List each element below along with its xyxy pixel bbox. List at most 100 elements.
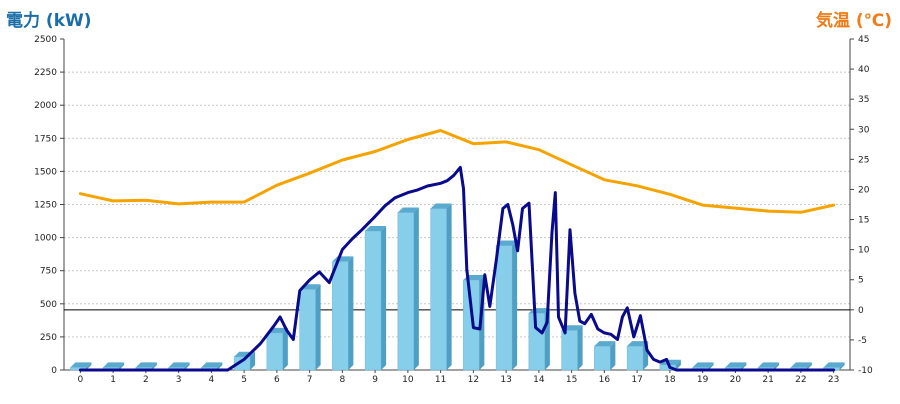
bar-top	[135, 362, 157, 368]
y-left-tick-label: 2000	[34, 101, 57, 111]
y-right-tick-label: 40	[858, 65, 870, 75]
bar-top	[365, 225, 387, 231]
y-left-axis-title: 電力 (kW)	[6, 11, 92, 31]
x-tick-label: 22	[795, 375, 806, 385]
bar-side	[381, 225, 387, 370]
x-tick-label: 2	[143, 375, 149, 385]
y-left-tick-label: 1250	[34, 201, 57, 211]
bar-side	[610, 341, 616, 370]
bar	[332, 261, 349, 371]
bar	[495, 245, 513, 371]
y-right-tick-label: 30	[858, 125, 870, 135]
bar	[594, 345, 611, 371]
bar-top	[103, 362, 125, 368]
bar-side	[741, 362, 747, 370]
bar	[397, 212, 415, 371]
bar	[266, 332, 284, 371]
bar-side	[86, 362, 92, 370]
x-tick-label: 10	[402, 375, 414, 385]
y-right-tick-label: -5	[858, 336, 867, 346]
y-left-tick-label: 1000	[34, 234, 57, 244]
y-left-tick-label: 0	[51, 366, 57, 376]
bar	[528, 312, 546, 371]
y-right-tick-label: 45	[858, 35, 869, 45]
bar	[463, 279, 480, 371]
y-left-tick-label: 1750	[34, 134, 57, 144]
bar-top	[430, 203, 452, 209]
x-tick-label: 3	[176, 375, 182, 385]
bar	[561, 330, 578, 371]
y-right-axis-title: 気温 (℃)	[815, 11, 892, 31]
y-right-tick-label: 20	[858, 185, 870, 195]
bar-side	[413, 207, 419, 370]
bar	[626, 345, 644, 371]
bar-side	[217, 362, 223, 370]
x-tick-label: 11	[435, 375, 446, 385]
x-tick-label: 1	[110, 375, 116, 385]
x-tick-label: 5	[241, 375, 247, 385]
x-tick-label: 13	[500, 375, 511, 385]
bar	[299, 288, 316, 371]
y-right-tick-label: 5	[858, 276, 864, 286]
x-tick-label: 7	[307, 375, 313, 385]
y-left-tick-label: 250	[40, 333, 57, 343]
x-tick-label: 6	[274, 375, 280, 385]
bar-side	[282, 327, 288, 370]
y-right-tick-label: 10	[858, 246, 870, 256]
x-tick-label: 17	[631, 375, 642, 385]
power-line	[78, 165, 836, 372]
y-right-tick-label: 15	[858, 216, 869, 226]
bar	[430, 208, 447, 371]
y-left-tick-label: 1500	[34, 167, 57, 177]
x-tick-label: 9	[372, 375, 378, 385]
bar-side	[446, 203, 452, 370]
bar-side	[512, 240, 518, 370]
y-left-tick-label: 750	[40, 267, 57, 277]
bar-top	[758, 362, 780, 368]
bar-top	[823, 362, 845, 368]
x-tick-label: 15	[566, 375, 577, 385]
x-tick-label: 21	[762, 375, 773, 385]
bar-top	[168, 362, 190, 368]
bar-top	[692, 362, 714, 368]
bar-top	[725, 362, 747, 368]
x-tick-label: 20	[730, 375, 742, 385]
y-right-tick-label: 35	[858, 95, 869, 105]
x-tick-label: 8	[340, 375, 346, 385]
temperature-line	[78, 129, 836, 214]
x-tick-label: 14	[533, 375, 545, 385]
y-right-tick-label: 0	[858, 306, 864, 316]
bar-side	[315, 284, 321, 370]
x-tick-label: 18	[664, 375, 676, 385]
y-right-tick-label: 25	[858, 155, 869, 165]
y-left-tick-label: 2500	[34, 35, 57, 45]
bar-top	[790, 362, 812, 368]
bar-top	[397, 207, 419, 213]
bar-side	[806, 362, 812, 370]
bar-top	[627, 341, 649, 347]
x-tick-label: 4	[209, 375, 215, 385]
bar-top	[594, 341, 616, 347]
bar	[364, 230, 382, 371]
bar-side	[675, 359, 681, 370]
bar-side	[119, 362, 125, 370]
y-right-tick-label: -10	[858, 366, 873, 376]
bar-side	[184, 362, 190, 370]
bar-side	[839, 362, 845, 370]
bar-top	[70, 362, 92, 368]
y-left-tick-label: 500	[40, 300, 57, 310]
bar-side	[708, 362, 714, 370]
bar-top	[496, 240, 518, 246]
x-tick-label: 23	[828, 375, 839, 385]
y-left-tick-label: 2250	[34, 68, 57, 78]
bar-side	[774, 362, 780, 370]
x-tick-label: 19	[697, 375, 709, 385]
bar-side	[577, 325, 583, 370]
x-tick-label: 16	[599, 375, 611, 385]
bar-side	[250, 351, 256, 370]
bar-side	[151, 362, 157, 370]
bar-top	[201, 362, 223, 368]
x-tick-label: 12	[468, 375, 479, 385]
